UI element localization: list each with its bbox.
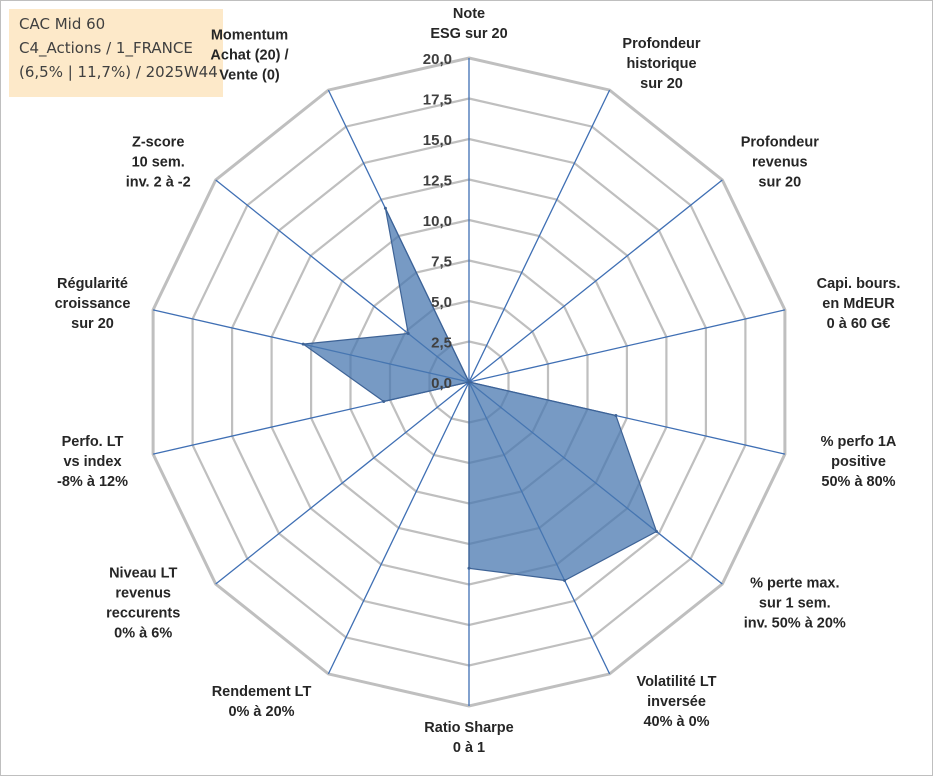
tick-label-0: 0,0 — [431, 375, 452, 392]
axis-label-8-line-1: 0% à 20% — [228, 704, 294, 720]
axis-label-11-line-1: croissance — [55, 296, 131, 312]
data-point-11 — [301, 342, 305, 346]
axis-label-3-line-2: 0 à 60 G€ — [827, 316, 891, 332]
axis-label-12-line-2: inv. 2 à -2 — [126, 174, 191, 190]
axis-spoke-2 — [468, 179, 723, 383]
axis-label-6-line-1: inversée — [647, 694, 706, 710]
axis-label-5-line-2: inv. 50% à 20% — [744, 616, 846, 632]
axis-label-8-line-0: Rendement LT — [212, 684, 312, 700]
axis-label-2-line-2: sur 20 — [758, 174, 801, 190]
data-point-13 — [383, 206, 387, 210]
axis-label-3-line-1: en MdEUR — [822, 296, 895, 312]
data-point-4 — [614, 414, 618, 417]
axis-label-9-line-3: 0% à 6% — [114, 626, 172, 642]
data-point-10 — [382, 400, 386, 403]
axis-label-12-line-1: 10 sem. — [132, 154, 185, 170]
info-line-index: CAC Mid 60 — [19, 15, 106, 33]
axis-label-5-line-1: sur 1 sem. — [759, 596, 831, 612]
axis-label-13-line-2: Vente (0) — [219, 68, 280, 84]
data-point-12 — [406, 332, 410, 335]
info-line-category: C4_Actions / 1_FRANCE — [19, 39, 193, 57]
axis-label-4-line-2: 50% à 80% — [821, 474, 895, 490]
data-point-9 — [467, 380, 471, 384]
axis-label-6-line-0: Volatilité LT — [636, 674, 716, 690]
axis-label-10-line-1: vs index — [63, 454, 121, 470]
axis-label-11-line-2: sur 20 — [71, 316, 114, 332]
axis-label-4-line-1: positive — [831, 454, 886, 470]
data-point-6 — [563, 579, 567, 582]
axis-label-11-line-0: Régularité — [57, 276, 128, 292]
info-box: CAC Mid 60 C4_Actions / 1_FRANCE (6,5% |… — [9, 9, 223, 97]
axis-label-10-line-2: -8% à 12% — [57, 474, 128, 490]
axis-label-7-line-1: 0 à 1 — [453, 740, 485, 756]
data-area-series-0 — [301, 208, 658, 582]
axis-label-1-line-0: Profondeur — [622, 36, 700, 52]
tick-label-3: 7,5 — [431, 254, 452, 271]
axis-label-10-line-0: Perfo. LT — [62, 434, 124, 450]
tick-label-5: 12,5 — [423, 173, 452, 190]
axis-label-2-line-0: Profondeur — [741, 134, 819, 150]
axis-label-6-line-2: 40% à 0% — [643, 714, 709, 730]
axis-label-0-line-1: ESG sur 20 — [430, 26, 507, 42]
axis-spoke-1 — [468, 89, 611, 383]
axis-label-7-line-0: Ratio Sharpe — [424, 720, 513, 736]
axis-spoke-9 — [215, 381, 470, 585]
axis-label-2-line-1: revenus — [752, 154, 808, 170]
tick-label-1: 2,5 — [431, 335, 452, 352]
tick-label-7: 17,5 — [423, 92, 452, 109]
axis-label-12-line-0: Z-score — [132, 134, 184, 150]
axis-label-3-line-0: Capi. bours. — [817, 276, 901, 292]
info-line-params: (6,5% | 11,7%) / 2025W44 — [19, 63, 218, 81]
axis-label-13-line-0: Momentum — [211, 28, 288, 44]
tick-label-2: 5,0 — [431, 294, 452, 311]
axis-label-1-line-1: historique — [626, 56, 696, 72]
data-point-5 — [655, 530, 658, 533]
axis-label-9-line-1: revenus — [115, 586, 171, 602]
tick-label-4: 10,0 — [423, 213, 452, 230]
axis-label-0-line-0: Note — [453, 6, 485, 22]
axis-spoke-8 — [327, 381, 470, 675]
tick-label-6: 15,0 — [423, 132, 452, 149]
axis-label-5-line-0: % perte max. — [750, 576, 839, 592]
axis-label-1-line-2: sur 20 — [640, 76, 683, 92]
axis-label-4-line-0: % perfo 1A — [821, 434, 897, 450]
axis-label-9-line-0: Niveau LT — [109, 566, 177, 582]
tick-label-8: 20,0 — [423, 51, 452, 68]
axis-label-9-line-2: reccurents — [106, 606, 180, 622]
axis-spoke-3 — [468, 309, 786, 383]
data-point-7 — [467, 566, 471, 570]
axis-label-13-line-1: Achat (20) / — [210, 48, 288, 64]
